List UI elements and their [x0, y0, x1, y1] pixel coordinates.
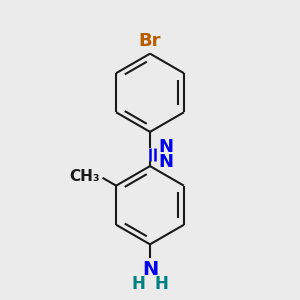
Text: Br: Br	[139, 32, 161, 50]
Text: H: H	[131, 274, 145, 292]
Text: N: N	[159, 137, 174, 155]
Text: N: N	[142, 260, 158, 279]
Text: N: N	[159, 153, 174, 171]
Text: CH₃: CH₃	[69, 169, 100, 184]
Text: H: H	[155, 274, 169, 292]
